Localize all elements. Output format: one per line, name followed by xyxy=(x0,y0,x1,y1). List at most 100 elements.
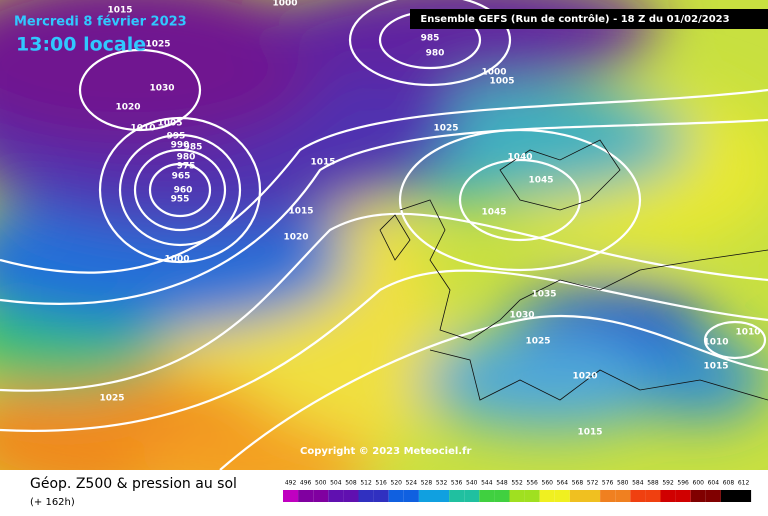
legend-swatch xyxy=(600,490,616,502)
footer-title: Géop. Z500 & pression au sol xyxy=(30,476,237,492)
legend-swatch xyxy=(464,490,480,502)
isobar-label: 1015 xyxy=(577,428,602,438)
legend-swatch xyxy=(736,490,752,502)
legend-swatch xyxy=(645,490,661,502)
legend-label: 528 xyxy=(421,480,433,487)
legend-label: 520 xyxy=(391,480,403,487)
isobar-label: 955 xyxy=(171,195,190,205)
isobar-label: 1000 xyxy=(272,0,297,9)
isobar-label: 1000 xyxy=(164,255,189,265)
time: 13:00 locale xyxy=(16,34,146,56)
legend-swatch xyxy=(539,490,555,502)
legend-swatch xyxy=(388,490,404,502)
legend-label: 544 xyxy=(481,480,493,487)
legend-label: 560 xyxy=(542,480,554,487)
run-info: Ensemble GEFS (Run de contrôle) - 18 Z d… xyxy=(420,13,729,25)
legend-swatch xyxy=(509,490,525,502)
isobar-label: 1035 xyxy=(531,290,556,300)
isobar-label: 1030 xyxy=(509,311,534,321)
legend-swatch xyxy=(554,490,570,502)
isobar-label: 1025 xyxy=(99,394,124,404)
coastlines xyxy=(379,139,768,401)
legend-swatch xyxy=(720,490,736,502)
legend-label: 532 xyxy=(436,480,448,487)
isobar-label: 980 xyxy=(426,49,445,59)
legend-swatch xyxy=(494,490,510,502)
legend-swatch xyxy=(418,490,434,502)
legend-swatch xyxy=(675,490,691,502)
legend-label: 604 xyxy=(708,480,720,487)
legend-label: 592 xyxy=(662,480,674,487)
isobar-label: 985 xyxy=(184,143,203,153)
legend-label: 516 xyxy=(375,480,387,487)
legend-swatch xyxy=(479,490,495,502)
isobar-label: 960 xyxy=(174,186,193,196)
legend-label: 524 xyxy=(406,480,418,487)
legend-label: 548 xyxy=(496,480,508,487)
legend-swatch xyxy=(358,490,374,502)
isobars xyxy=(0,0,768,470)
legend-swatch xyxy=(630,490,646,502)
legend-swatch xyxy=(690,490,706,502)
legend-label: 552 xyxy=(511,480,523,487)
footer-subtitle: (+ 162h) xyxy=(30,497,75,508)
legend-label: 612 xyxy=(738,480,750,487)
legend-label: 564 xyxy=(557,480,569,487)
legend-label: 504 xyxy=(330,480,342,487)
legend-label: 576 xyxy=(602,480,614,487)
legend-label: 588 xyxy=(647,480,659,487)
copyright: Copyright © 2023 Meteociel.fr xyxy=(300,446,471,457)
legend-swatch xyxy=(403,490,419,502)
legend-label: 600 xyxy=(693,480,705,487)
isobar-label: 1015 xyxy=(288,207,313,217)
isobar-label: 1020 xyxy=(283,233,308,243)
date: Mercredi 8 février 2023 xyxy=(14,15,187,30)
legend-label: 500 xyxy=(315,480,327,487)
isobar-label: 1025 xyxy=(433,124,458,134)
isobar-label: 1020 xyxy=(115,103,140,113)
isobar-label: 1005 xyxy=(157,119,182,129)
isobar-label: 1015 xyxy=(703,362,728,372)
legend-label: 508 xyxy=(345,480,357,487)
legend-label: 568 xyxy=(572,480,584,487)
legend-label: 580 xyxy=(617,480,629,487)
isobar-label: 1025 xyxy=(525,337,550,347)
legend-label: 608 xyxy=(723,480,735,487)
legend-swatch xyxy=(615,490,631,502)
legend-swatch xyxy=(449,490,465,502)
isobar-label: 1010 xyxy=(735,328,760,338)
legend-swatch xyxy=(585,490,601,502)
legend-swatch xyxy=(343,490,359,502)
legend-label: 496 xyxy=(300,480,312,487)
legend-swatch xyxy=(283,490,299,502)
isobar-label: 1000 xyxy=(481,68,506,78)
legend-label: 492 xyxy=(285,480,297,487)
legend-swatch xyxy=(705,490,721,502)
legend-swatch xyxy=(660,490,676,502)
isobar-label: 1025 xyxy=(145,40,170,50)
isobar-label: 1020 xyxy=(572,372,597,382)
isobar-label: 1010 xyxy=(130,124,155,134)
legend-label: 512 xyxy=(360,480,372,487)
legend-label: 540 xyxy=(466,480,478,487)
legend-swatch xyxy=(524,490,540,502)
legend-label: 596 xyxy=(677,480,689,487)
legend-swatch xyxy=(434,490,450,502)
isobar-label: 1015 xyxy=(107,6,132,16)
isobar-label: 1045 xyxy=(481,208,506,218)
isobar-label: 1045 xyxy=(528,176,553,186)
isobar-label: 990 xyxy=(171,141,190,151)
legend-label: 536 xyxy=(451,480,463,487)
isobar-label: 975 xyxy=(177,162,196,172)
isobar-label: 1005 xyxy=(489,77,514,87)
run-box xyxy=(410,9,768,29)
legend-swatch xyxy=(298,490,314,502)
isobar-label: 985 xyxy=(421,34,440,44)
legend-swatch xyxy=(328,490,344,502)
legend-label: 556 xyxy=(526,480,538,487)
legend-label: 584 xyxy=(632,480,644,487)
isobar-label: 1015 xyxy=(310,158,335,168)
